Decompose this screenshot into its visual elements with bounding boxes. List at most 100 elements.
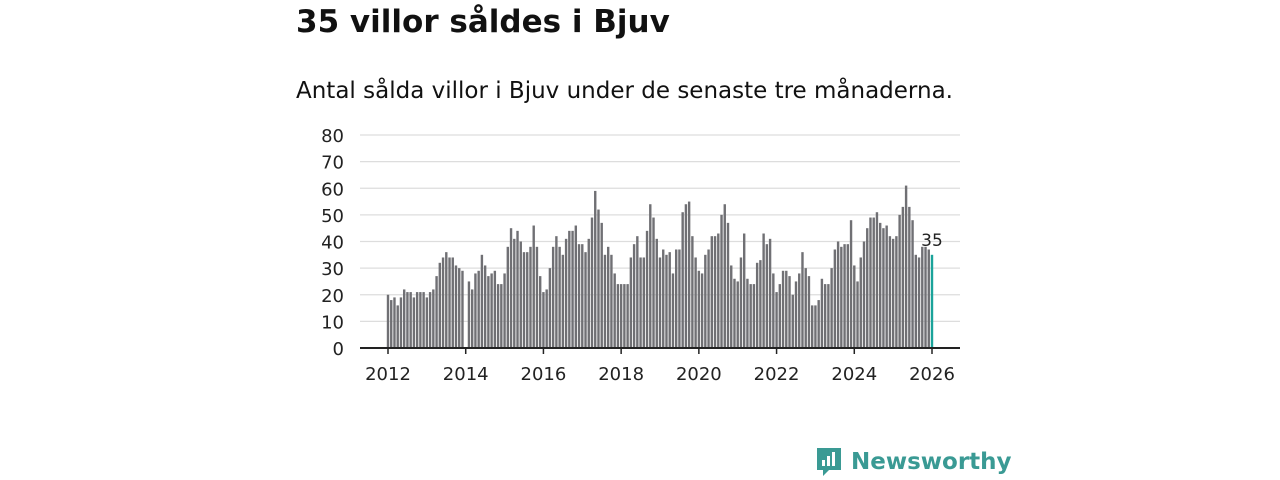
bar xyxy=(551,246,555,348)
bar xyxy=(558,246,561,348)
bar xyxy=(872,217,875,348)
bar xyxy=(833,249,837,348)
bar xyxy=(781,270,785,348)
bar xyxy=(700,273,704,348)
bar xyxy=(830,268,833,348)
bar xyxy=(529,246,532,348)
bar xyxy=(681,212,684,348)
bar xyxy=(500,284,503,348)
bar xyxy=(684,204,688,348)
bar xyxy=(574,225,578,348)
bar xyxy=(393,297,396,348)
bar xyxy=(804,268,807,348)
bar xyxy=(490,273,493,348)
bar xyxy=(629,257,633,348)
bar xyxy=(454,265,458,348)
bar xyxy=(765,244,769,348)
bar xyxy=(419,292,422,348)
bar xyxy=(432,289,435,348)
bar xyxy=(584,252,587,348)
chart-subtitle: Antal sålda villor i Bjuv under de senas… xyxy=(296,78,953,104)
bar xyxy=(577,244,581,348)
bar xyxy=(678,249,681,348)
bar xyxy=(425,297,429,348)
bar xyxy=(568,230,571,348)
bar xyxy=(415,292,419,348)
bar xyxy=(503,273,506,348)
bar xyxy=(571,230,574,348)
x-tick-label: 2018 xyxy=(598,364,644,385)
bar xyxy=(606,246,610,348)
bar xyxy=(496,284,500,348)
bar xyxy=(428,292,432,348)
bar xyxy=(538,276,542,348)
bar xyxy=(493,270,497,348)
x-tick-label: 2012 xyxy=(365,364,411,385)
bar xyxy=(526,252,529,348)
bar xyxy=(801,252,804,348)
bar xyxy=(730,265,733,348)
bar xyxy=(862,241,866,348)
bar xyxy=(642,257,646,348)
x-tick-label: 2024 xyxy=(831,364,877,385)
bar xyxy=(901,206,905,348)
bar xyxy=(590,217,594,348)
bar xyxy=(823,284,827,348)
bar xyxy=(930,254,934,348)
y-tick-label: 80 xyxy=(321,126,344,147)
bar xyxy=(483,265,487,348)
bar xyxy=(477,270,480,348)
y-tick-label: 40 xyxy=(321,233,344,254)
bar xyxy=(445,252,448,348)
bar xyxy=(406,292,409,348)
bar xyxy=(542,292,545,348)
bar xyxy=(713,236,717,348)
bar xyxy=(671,273,675,348)
bar xyxy=(522,252,526,348)
bar xyxy=(827,284,830,348)
bar xyxy=(509,228,513,348)
bar xyxy=(895,236,898,348)
y-tick-label: 10 xyxy=(321,312,344,333)
bar xyxy=(710,236,714,348)
bar xyxy=(594,190,597,348)
x-tick-label: 2016 xyxy=(521,364,567,385)
bar xyxy=(785,270,788,348)
bar xyxy=(513,238,516,348)
bar xyxy=(645,230,649,348)
bar xyxy=(480,254,484,348)
bar xyxy=(662,249,665,348)
bar xyxy=(409,292,412,348)
bar xyxy=(451,257,454,348)
bar xyxy=(733,278,736,348)
bar xyxy=(856,281,859,348)
bar xyxy=(597,209,600,348)
bar xyxy=(749,284,752,348)
bar xyxy=(487,276,490,348)
bar xyxy=(603,254,607,348)
bar xyxy=(613,273,616,348)
bar xyxy=(674,249,678,348)
bar xyxy=(390,300,393,348)
bar xyxy=(658,257,662,348)
bar xyxy=(869,217,872,348)
bar xyxy=(788,276,791,348)
x-tick-label: 2026 xyxy=(909,364,955,385)
bar xyxy=(924,246,927,348)
bar xyxy=(422,292,425,348)
bar xyxy=(616,284,620,348)
bar xyxy=(807,276,811,348)
bar xyxy=(707,249,710,348)
bar xyxy=(843,244,846,348)
bar xyxy=(836,241,840,348)
bar xyxy=(840,246,843,348)
bar xyxy=(794,281,798,348)
bar xyxy=(458,268,461,348)
bar xyxy=(927,249,930,348)
bar xyxy=(739,257,743,348)
bar xyxy=(632,244,636,348)
bar xyxy=(914,254,918,348)
last-value-label: 35 xyxy=(921,231,943,251)
y-tick-label: 60 xyxy=(321,179,344,200)
newsworthy-logo-icon xyxy=(817,448,841,476)
